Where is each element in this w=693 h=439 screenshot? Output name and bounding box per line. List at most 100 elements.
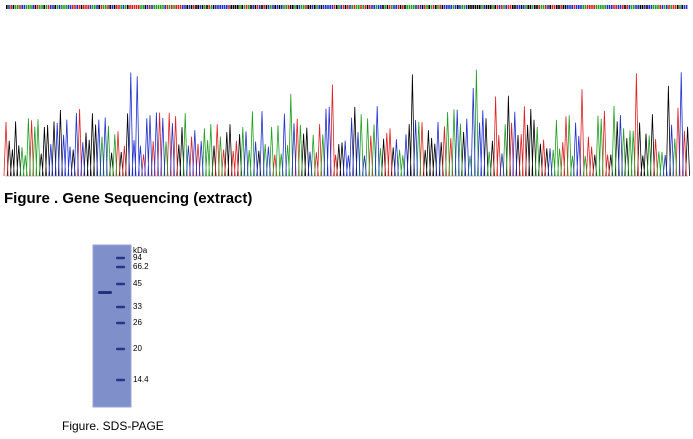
base-glyph [32,5,34,9]
base-glyph [531,5,534,9]
base-glyph [351,5,353,9]
base-glyph [624,5,626,9]
base-glyph [52,5,54,9]
base-glyph [113,5,116,9]
base-glyph [501,5,503,9]
base-glyph [94,5,96,9]
base-glyph [100,5,103,9]
base-glyph [276,5,279,9]
base-glyph [428,5,430,9]
base-glyph [107,5,109,9]
base-glyph [230,5,232,9]
base-glyph [138,5,140,9]
base-glyph [199,5,202,9]
base-glyph [270,5,272,9]
base-glyph [479,5,481,9]
base-glyph [534,5,536,9]
base-glyph [527,5,529,9]
base-glyph [190,5,193,9]
base-glyph [360,5,362,9]
base-glyph [85,5,87,9]
base-glyph [116,5,118,9]
base-glyph [263,5,265,9]
base-glyph [366,5,369,9]
base-glyph [285,5,287,9]
caption: Figure. SDS-PAGE [62,419,164,433]
base-glyph [564,5,567,9]
base-glyph [30,5,32,9]
base-glyph [655,5,657,9]
base-glyph [155,5,158,9]
base-glyph [606,5,609,9]
base-glyph [650,5,653,9]
base-glyph [666,5,668,9]
base-glyph [65,5,67,9]
base-glyph [109,5,111,9]
base-glyph [74,5,76,9]
base-glyph [439,5,441,9]
base-glyph [296,5,298,9]
base-glyph [206,5,208,9]
marker-label: 26 [133,318,142,327]
base-glyph [668,5,670,9]
base-glyph [289,5,292,9]
base-glyph [252,5,254,9]
trace [3,73,687,177]
base-glyph [327,5,329,9]
base-glyph [120,5,122,9]
base-glyph [177,5,180,9]
chromatogram [3,69,690,177]
base-glyph [637,5,639,9]
base-glyph [567,5,569,9]
base-glyph [377,5,380,9]
base-glyph [17,5,19,9]
base-glyph [685,5,688,9]
base-glyph [347,5,349,9]
base-glyph [551,5,554,9]
base-glyph [182,5,184,9]
base-glyph [362,5,364,9]
base-glyph [560,5,562,9]
base-glyph [186,5,188,9]
base-glyph [657,5,659,9]
base-glyph [452,5,455,9]
base-glyph [254,5,257,9]
base-glyph [39,5,41,9]
base-glyph [633,5,635,9]
base-glyph [446,5,448,9]
base-glyph [342,5,345,9]
base-glyph [677,5,679,9]
base-glyph [259,5,261,9]
base-glyph [129,5,131,9]
base-glyph [25,5,28,9]
base-glyph [34,5,37,9]
base-glyph [256,5,259,9]
base-glyph [670,5,672,9]
base-glyph [331,5,334,9]
base-glyph [272,5,274,9]
base-glyph [261,5,263,9]
base-glyph [516,5,518,9]
base-glyph [111,5,114,9]
base-glyph [298,5,301,9]
base-glyph [274,5,276,9]
gel-edge [92,244,132,408]
base-glyph [674,5,677,9]
base-glyph [410,5,413,9]
base-glyph [619,5,622,9]
base-glyph [80,5,83,9]
base-glyph [228,5,230,9]
base-glyph [509,5,512,9]
base-glyph [542,5,545,9]
base-glyph [476,5,479,9]
base-glyph [487,5,490,9]
base-glyph [208,5,210,9]
base-glyph [248,5,250,9]
base-glyph [437,5,439,9]
base-glyph [520,5,523,9]
base-glyph [278,5,281,9]
base-glyph [492,5,494,9]
base-glyph [399,5,402,9]
base-glyph [430,5,433,9]
base-glyph [393,5,395,9]
